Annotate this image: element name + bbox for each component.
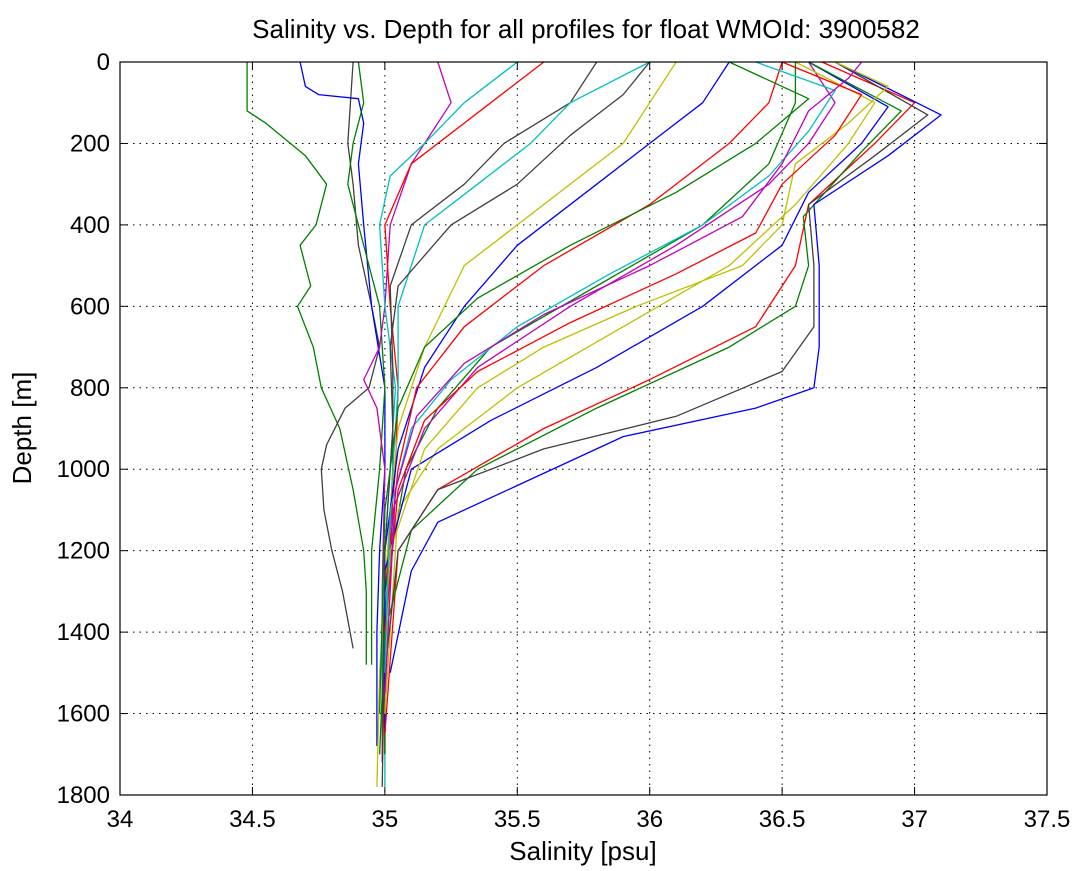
profile-line-3 <box>299 61 386 747</box>
grid-lines <box>120 62 1047 795</box>
y-tick-label: 200 <box>70 130 110 157</box>
profile-line-7 <box>381 61 545 755</box>
y-tick-label: 1400 <box>57 619 110 646</box>
x-tick-label: 35 <box>372 806 399 833</box>
profile-line-23 <box>384 61 836 673</box>
profile-line-25 <box>381 61 651 714</box>
profile-line-20 <box>389 61 942 673</box>
profile-line-21 <box>384 61 889 714</box>
x-tick-label: 36.5 <box>759 806 806 833</box>
profile-line-14 <box>384 61 836 714</box>
profile-line-26 <box>378 61 810 714</box>
y-tick-label: 1600 <box>57 701 110 728</box>
y-tick-label: 800 <box>70 375 110 402</box>
y-axis-label: Depth [m] <box>7 372 37 485</box>
profile-line-22 <box>384 61 863 633</box>
y-tick-labels: 0 200 400 600 800 1000 1200 1400 1600 1800 <box>57 49 110 809</box>
x-tick-label: 37.5 <box>1024 806 1071 833</box>
profile-line-24 <box>384 61 863 694</box>
profile-line-19 <box>384 61 929 673</box>
plot-frame <box>119 61 1048 796</box>
x-axis-label: Salinity [psu] <box>509 836 656 866</box>
y-tick-label: 400 <box>70 212 110 239</box>
profile-line-6 <box>378 61 518 755</box>
profile-line-1 <box>246 62 367 665</box>
profile-line-15 <box>384 61 876 714</box>
profile-line-18 <box>378 61 902 755</box>
tick-marks <box>119 61 1048 796</box>
profile-line-12 <box>384 61 783 747</box>
profile-line-2 <box>320 61 381 649</box>
profile-line-13 <box>384 62 797 755</box>
x-tick-label: 37 <box>901 806 928 833</box>
profile-line-17 <box>384 61 916 734</box>
profile-line-11 <box>384 61 730 755</box>
x-tick-label: 34 <box>107 806 134 833</box>
y-tick-label: 1200 <box>57 538 110 565</box>
y-tick-label: 1800 <box>57 782 110 809</box>
profile-line-10 <box>376 61 677 787</box>
chart-title: Salinity vs. Depth for all profiles for … <box>252 14 920 44</box>
y-tick-label: 0 <box>97 49 110 76</box>
profile-line-9 <box>384 61 650 787</box>
y-tick-label: 600 <box>70 293 110 320</box>
profile-lines <box>246 61 942 787</box>
y-tick-label: 1000 <box>57 456 110 483</box>
profile-line-4 <box>347 61 386 665</box>
profile-line-16 <box>384 61 889 734</box>
x-tick-label: 34.5 <box>229 806 276 833</box>
x-tick-label: 35.5 <box>494 806 541 833</box>
x-tick-labels: 34 34.5 35 35.5 36 36.5 37 37.5 <box>107 806 1071 833</box>
x-tick-label: 36 <box>636 806 663 833</box>
